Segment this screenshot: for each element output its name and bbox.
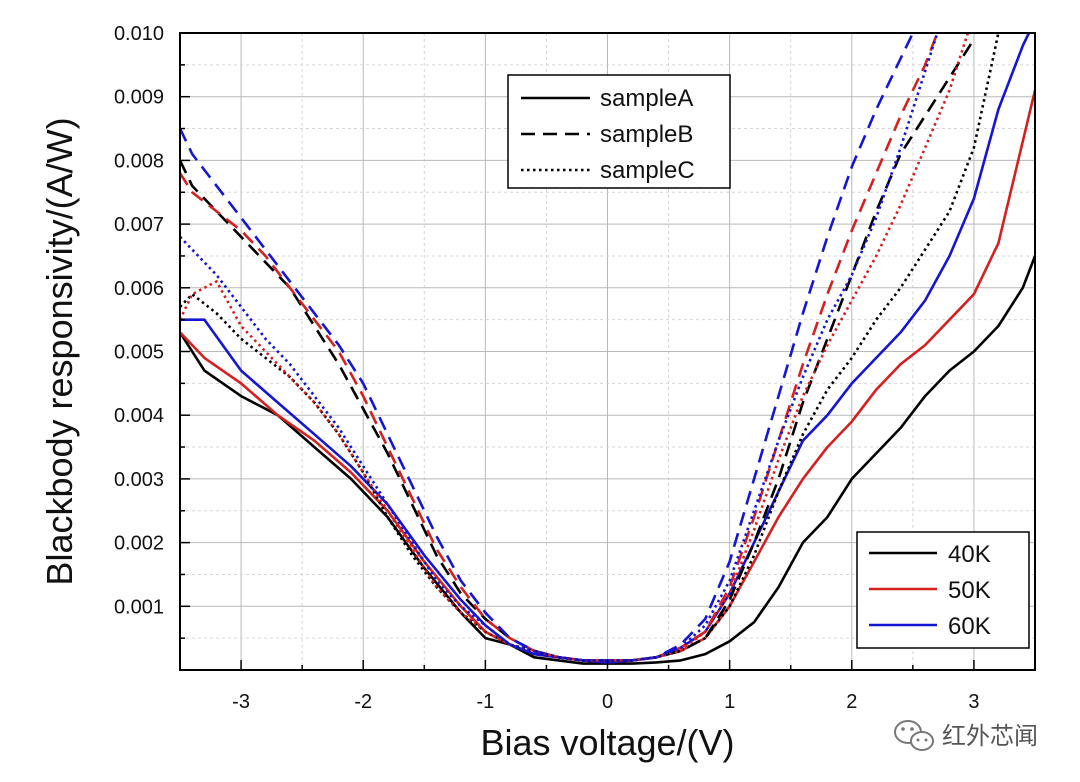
y-tick-labels: 0.001 0.002 0.003 0.004 0.005 0.006 0.007 0.008… <box>114 23 164 618</box>
x-tick-label: 3 <box>968 691 979 713</box>
series-line <box>179 32 939 662</box>
x-tick-label: 2 <box>846 691 857 713</box>
legend-label: 50K <box>948 577 991 604</box>
y-axis-title: Blackbody responsivity/(A/W) <box>39 117 80 585</box>
y-tick-label: 0.003 <box>114 469 164 491</box>
legend-box <box>507 74 731 189</box>
y-tick-label: 0.007 <box>114 214 164 236</box>
wechat-icon <box>894 720 934 751</box>
legend-label: 40K <box>948 541 991 568</box>
x-tick-label: -3 <box>232 691 250 713</box>
watermark: 红外芯闻 <box>894 720 1038 751</box>
legend-temperatures: 40K 50K 60K <box>856 531 1030 649</box>
y-tick-label: 0.010 <box>114 23 164 45</box>
x-tick-label: 0 <box>602 691 613 713</box>
y-tick-label: 0.001 <box>114 596 164 618</box>
legend-label: 60K <box>948 613 991 640</box>
y-tick-label: 0.005 <box>114 342 164 364</box>
y-tick-label: 0.004 <box>114 405 164 427</box>
axis-ticks <box>179 32 1036 671</box>
x-tick-label: 1 <box>724 691 735 713</box>
x-axis-title: Bias voltage/(V) <box>480 722 734 763</box>
x-tick-label: -1 <box>476 691 494 713</box>
series-line <box>178 255 1037 665</box>
y-tick-label: 0.002 <box>114 533 164 555</box>
y-tick-label: 0.006 <box>114 278 164 300</box>
series-line <box>179 32 1000 662</box>
legend-label: sampleB <box>600 121 693 148</box>
watermark-text: 红外芯闻 <box>942 722 1038 750</box>
legend-label: sampleC <box>600 157 695 184</box>
series-lines <box>178 32 1037 665</box>
y-tick-label: 0.009 <box>114 87 164 109</box>
x-tick-labels: -3 -2 -1 0 1 2 3 <box>232 691 979 713</box>
legend-label: sampleA <box>600 85 693 112</box>
y-tick-label: 0.008 <box>114 150 164 172</box>
legend-samples: sampleA sampleB sampleC <box>507 74 731 189</box>
x-tick-label: -2 <box>354 691 372 713</box>
